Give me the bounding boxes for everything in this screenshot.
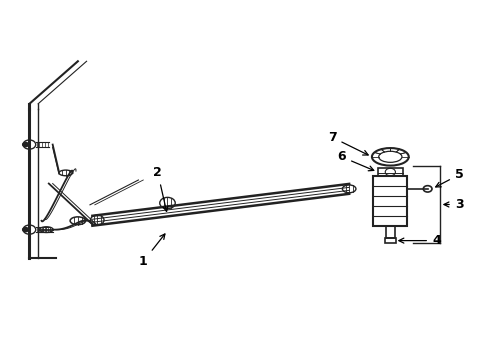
Bar <box>385 238 396 243</box>
Text: 1: 1 <box>139 234 165 268</box>
Circle shape <box>423 186 432 192</box>
Text: 3: 3 <box>444 198 464 211</box>
Circle shape <box>23 143 28 147</box>
Bar <box>386 226 394 238</box>
Text: 4: 4 <box>399 234 441 247</box>
Bar <box>373 176 407 226</box>
Circle shape <box>23 228 28 232</box>
Text: 6: 6 <box>338 150 374 171</box>
Text: 5: 5 <box>436 168 464 187</box>
Text: 2: 2 <box>153 166 168 211</box>
Text: 7: 7 <box>328 131 368 155</box>
Bar <box>378 168 403 176</box>
